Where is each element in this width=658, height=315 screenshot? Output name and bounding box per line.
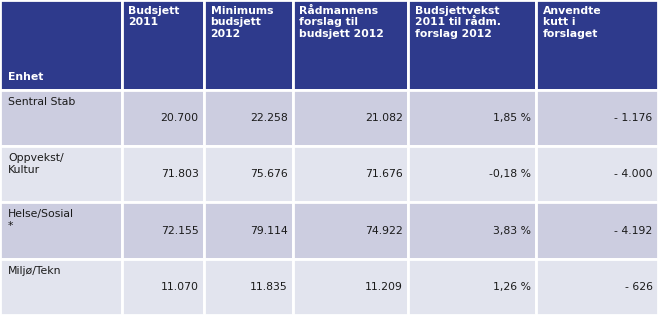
Text: 74.922: 74.922 — [365, 226, 403, 236]
Bar — [122, 259, 204, 315]
Text: - 4.192: - 4.192 — [615, 226, 653, 236]
Text: 11.835: 11.835 — [250, 282, 288, 292]
Text: 22.258: 22.258 — [250, 113, 288, 123]
Bar — [408, 0, 536, 90]
Bar — [0, 90, 122, 146]
Bar — [408, 146, 536, 202]
Bar — [0, 202, 122, 259]
Bar — [536, 0, 658, 90]
Text: 20.700: 20.700 — [161, 113, 199, 123]
Bar — [293, 0, 408, 90]
Text: Rådmannens
forslag til
budsjett 2012: Rådmannens forslag til budsjett 2012 — [299, 6, 384, 39]
Text: 79.114: 79.114 — [250, 226, 288, 236]
Text: - 626: - 626 — [624, 282, 653, 292]
Bar — [408, 259, 536, 315]
Text: 71.676: 71.676 — [365, 169, 403, 179]
Bar — [536, 90, 658, 146]
Bar — [122, 90, 204, 146]
Text: - 4.000: - 4.000 — [614, 169, 653, 179]
Text: Helse/Sosial
*: Helse/Sosial * — [8, 209, 74, 231]
Bar — [408, 202, 536, 259]
Text: 11.070: 11.070 — [161, 282, 199, 292]
Bar — [536, 259, 658, 315]
Bar — [536, 146, 658, 202]
Text: Budsjett
2011: Budsjett 2011 — [128, 6, 180, 27]
Bar — [0, 0, 122, 90]
Text: Miljø/Tekn: Miljø/Tekn — [8, 266, 61, 276]
Text: - 1.176: - 1.176 — [615, 113, 653, 123]
Bar — [204, 259, 293, 315]
Text: Budsjettvekst
2011 til rådm.
forslag 2012: Budsjettvekst 2011 til rådm. forslag 201… — [415, 6, 501, 39]
Bar — [293, 259, 408, 315]
Text: Minimums
budsjett
2012: Minimums budsjett 2012 — [211, 6, 273, 39]
Bar — [204, 202, 293, 259]
Bar — [293, 90, 408, 146]
Bar — [0, 146, 122, 202]
Bar — [204, 90, 293, 146]
Bar — [408, 90, 536, 146]
Text: 21.082: 21.082 — [365, 113, 403, 123]
Bar — [293, 202, 408, 259]
Text: 71.803: 71.803 — [161, 169, 199, 179]
Text: 3,83 %: 3,83 % — [493, 226, 531, 236]
Text: 72.155: 72.155 — [161, 226, 199, 236]
Text: Sentral Stab: Sentral Stab — [8, 97, 75, 107]
Bar — [122, 202, 204, 259]
Text: -0,18 %: -0,18 % — [489, 169, 531, 179]
Bar — [122, 146, 204, 202]
Text: 75.676: 75.676 — [250, 169, 288, 179]
Bar — [0, 259, 122, 315]
Bar — [204, 146, 293, 202]
Bar — [536, 202, 658, 259]
Text: Oppvekst/
Kultur: Oppvekst/ Kultur — [8, 153, 64, 175]
Text: Enhet: Enhet — [8, 72, 43, 82]
Text: 1,85 %: 1,85 % — [493, 113, 531, 123]
Text: Anvendte
kutt i
forslaget: Anvendte kutt i forslaget — [543, 6, 601, 39]
Text: 1,26 %: 1,26 % — [493, 282, 531, 292]
Bar — [122, 0, 204, 90]
Text: 11.209: 11.209 — [365, 282, 403, 292]
Bar — [293, 146, 408, 202]
Bar — [204, 0, 293, 90]
